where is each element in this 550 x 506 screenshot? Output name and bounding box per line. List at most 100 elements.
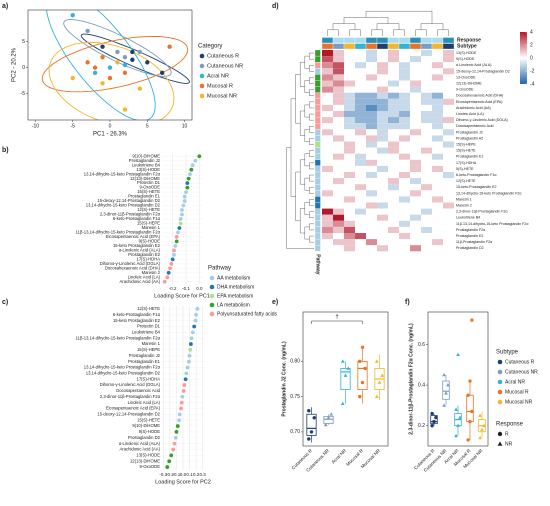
pathway-cell — [314, 208, 321, 215]
box — [442, 380, 450, 400]
heatmap-cell — [333, 239, 344, 246]
heatmap-cell — [432, 245, 443, 252]
heatmap-cell — [322, 92, 333, 99]
heatmap-cell — [366, 165, 377, 172]
heatmap-cell — [322, 178, 333, 185]
point — [446, 383, 450, 387]
heatmap-cell — [322, 74, 333, 81]
row-label: 12(13)-DiHOME — [456, 82, 482, 86]
heatmap-cell — [410, 208, 421, 215]
heatmap-cell — [432, 141, 443, 148]
legend-label: DHA metabolism — [217, 284, 254, 290]
heatmap-cell — [366, 233, 377, 240]
y-tick-label: 5 — [22, 39, 25, 45]
heatmap-cell — [377, 129, 388, 136]
heatmap-cell — [333, 233, 344, 240]
point — [454, 433, 458, 438]
heatmap-cell — [432, 226, 443, 233]
heatmap-cell — [377, 178, 388, 185]
row-label: 11β-Prostaglandin F2α — [456, 240, 492, 244]
y-tick-label: Protectin D1 — [137, 180, 161, 185]
heatmap-cell — [366, 68, 377, 75]
heatmap-cell — [388, 184, 399, 191]
heatmap-cell — [399, 135, 410, 142]
heatmap-cell — [443, 80, 454, 87]
heatmap-cell — [388, 202, 399, 209]
point — [122, 107, 128, 112]
legend-label: Mucosal R — [207, 83, 233, 89]
point — [434, 415, 438, 420]
heatmap-cell — [432, 220, 443, 227]
dot — [182, 194, 187, 199]
legend-title: Category — [198, 44, 222, 50]
heatmap-cell — [443, 178, 454, 185]
legend-swatch — [199, 63, 205, 69]
heatmap-cell — [344, 159, 355, 166]
x-tick-label: 10 — [182, 123, 188, 129]
heatmap-cell — [388, 135, 399, 142]
subtype-cell — [332, 43, 345, 50]
dendrogram — [300, 62, 305, 87]
heatmap-cell — [432, 135, 443, 142]
row-label: Prostaglandin A2 — [456, 136, 483, 140]
y-tick-label: -5 — [21, 91, 26, 97]
x-tick-label: Acral NR — [331, 448, 348, 465]
legend-label: AA metabolism — [217, 275, 250, 281]
legend-label: Polyunsaturated fatty acids — [217, 311, 278, 317]
dot — [181, 203, 186, 208]
heatmap-cell — [333, 165, 344, 172]
y-tick-label: 11β-13,14-dihydro-15-keto Prostaglandin … — [76, 335, 161, 340]
heatmap-cell — [443, 153, 454, 160]
subtype-cell — [343, 43, 356, 50]
point — [478, 413, 482, 417]
pathway-cell — [314, 159, 321, 167]
heatmap-cell — [366, 184, 377, 191]
dot — [172, 248, 176, 253]
point — [374, 394, 379, 398]
legend-label: R — [505, 431, 509, 437]
heatmap-cell — [333, 172, 344, 179]
response-cell — [321, 37, 334, 44]
heatmap-cell — [388, 226, 399, 233]
heatmap-cell — [366, 245, 377, 252]
row-label: Prostaglandin E1 — [456, 155, 483, 159]
dot — [184, 190, 188, 195]
heatmap-cell — [410, 111, 421, 118]
heatmap-cell — [421, 111, 432, 118]
legend-swatch — [209, 284, 215, 290]
y-axis-label: 2,3-dinor-11β-Prostaglandin F2α Conc. (n… — [408, 323, 414, 435]
heatmap-cell — [443, 208, 454, 215]
point — [468, 419, 472, 424]
pathway-cell — [314, 232, 321, 240]
heatmap-cell — [322, 62, 333, 69]
heatmap-cell — [399, 86, 410, 93]
y-tick-label: Arachidonic Acid (AA) — [120, 447, 161, 452]
legend-swatch — [497, 359, 503, 365]
heatmap-cell — [443, 184, 454, 191]
heatmap-cell — [344, 208, 355, 215]
heatmap-cell — [344, 220, 355, 227]
legend-label: Mucosal NR — [207, 93, 237, 99]
heatmap-cell — [377, 68, 388, 75]
x-tick-label: -0.1 — [182, 286, 190, 291]
x-tick-label: -5 — [71, 123, 76, 129]
heatmap-cell — [366, 153, 377, 160]
heatmap-cell — [421, 220, 432, 227]
heatmap-cell — [410, 98, 421, 105]
point — [430, 423, 434, 428]
point — [380, 373, 385, 377]
box — [466, 394, 474, 423]
heatmap-cell — [410, 239, 421, 246]
heatmap-cell — [421, 104, 432, 111]
heatmap-cell — [443, 245, 454, 252]
legend-label: EPA metabolism — [217, 293, 253, 299]
row-label: Arachidonic Acid (AA) — [456, 106, 491, 110]
dot — [162, 279, 167, 284]
point — [326, 415, 331, 420]
heatmap-cell — [388, 165, 399, 172]
heatmap-cell — [388, 62, 399, 69]
y-tick-label: 13,14-dihydro-15-keto Prostaglandin F2α — [84, 365, 161, 370]
row-label: 15(S)-HEPE — [456, 143, 476, 147]
dendrogram — [309, 126, 314, 133]
heatmap-cell — [432, 86, 443, 93]
